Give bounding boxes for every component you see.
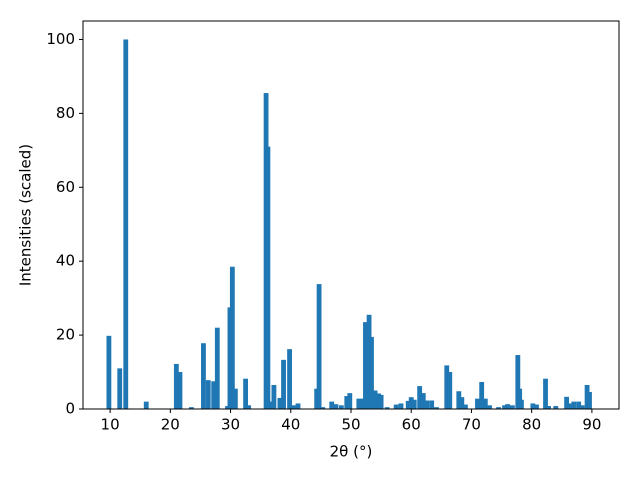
bar xyxy=(369,336,374,409)
plot-frame xyxy=(82,20,620,410)
bar xyxy=(505,404,510,409)
bar xyxy=(211,381,217,409)
bar xyxy=(277,397,283,409)
bar xyxy=(320,407,326,409)
bar xyxy=(456,391,462,409)
x-tick-label: 20 xyxy=(161,416,180,434)
bar xyxy=(291,405,297,409)
bar xyxy=(188,407,194,409)
bar xyxy=(201,343,206,409)
bar xyxy=(517,388,523,409)
bar xyxy=(177,372,183,409)
bar xyxy=(417,386,423,409)
bar xyxy=(227,307,233,409)
bar xyxy=(378,394,384,409)
bar xyxy=(214,327,220,409)
bar xyxy=(398,403,404,409)
bar xyxy=(444,365,450,409)
bar xyxy=(429,400,435,409)
x-tick-label: 90 xyxy=(582,416,601,434)
bar xyxy=(571,401,577,409)
x-tick-label: 40 xyxy=(281,416,300,434)
bar xyxy=(356,398,362,409)
bar xyxy=(482,398,488,409)
y-tick-label: 20 xyxy=(56,326,75,344)
bar xyxy=(123,39,129,409)
bar xyxy=(475,398,480,409)
bar xyxy=(447,372,453,409)
bar xyxy=(372,390,378,409)
bar xyxy=(546,406,551,409)
bar xyxy=(463,404,468,409)
bar xyxy=(173,363,179,409)
bar xyxy=(420,393,426,409)
bar xyxy=(243,378,249,409)
bar xyxy=(434,407,439,409)
bar xyxy=(246,405,252,409)
bar xyxy=(344,396,350,409)
bar xyxy=(534,404,539,409)
x-tick-label: 10 xyxy=(101,416,120,434)
bar xyxy=(587,392,592,409)
bar xyxy=(553,406,559,409)
bar xyxy=(314,388,320,409)
bar xyxy=(459,397,465,409)
bar xyxy=(271,384,277,409)
x-tick-label: 80 xyxy=(522,416,541,434)
y-tick-label: 0 xyxy=(65,400,75,418)
y-axis-label: Intensities (scaled) xyxy=(17,144,35,286)
bar xyxy=(366,314,372,409)
bar xyxy=(496,407,501,409)
bar xyxy=(502,405,507,409)
bar xyxy=(543,378,548,409)
bar xyxy=(295,403,301,409)
bar xyxy=(408,397,414,409)
bar xyxy=(143,401,149,409)
bar xyxy=(384,407,390,409)
bar xyxy=(329,401,335,409)
bar xyxy=(405,400,411,409)
y-tick-label: 60 xyxy=(56,178,75,196)
x-axis-label: 2θ (°) xyxy=(330,443,373,461)
bar xyxy=(338,405,344,409)
bar xyxy=(333,404,339,409)
bar xyxy=(347,393,353,409)
x-tick-label: 70 xyxy=(462,416,481,434)
bar xyxy=(316,284,322,409)
y-tick-label: 40 xyxy=(56,252,75,270)
bar xyxy=(487,405,492,409)
bar xyxy=(509,405,515,409)
bar xyxy=(564,396,570,409)
bar xyxy=(530,403,536,409)
bar xyxy=(519,399,524,409)
bar xyxy=(515,355,521,409)
bar xyxy=(576,401,582,409)
bar xyxy=(411,399,417,409)
bar xyxy=(363,322,368,409)
x-tick-label: 30 xyxy=(221,416,240,434)
y-tick-label: 80 xyxy=(56,104,75,122)
bar xyxy=(424,400,430,409)
bar xyxy=(393,404,399,409)
bar xyxy=(232,388,238,409)
x-tick-label: 60 xyxy=(402,416,421,434)
bar xyxy=(229,266,235,409)
bar xyxy=(106,335,112,409)
bar xyxy=(205,380,211,409)
bar xyxy=(117,368,123,409)
bar xyxy=(568,403,574,409)
bar xyxy=(479,382,485,409)
bar xyxy=(287,349,292,409)
x-tick-label: 50 xyxy=(341,416,360,434)
bar xyxy=(360,398,366,409)
bar xyxy=(579,405,585,409)
bar xyxy=(265,146,271,409)
y-tick-label: 100 xyxy=(46,30,75,48)
bar xyxy=(281,359,286,409)
